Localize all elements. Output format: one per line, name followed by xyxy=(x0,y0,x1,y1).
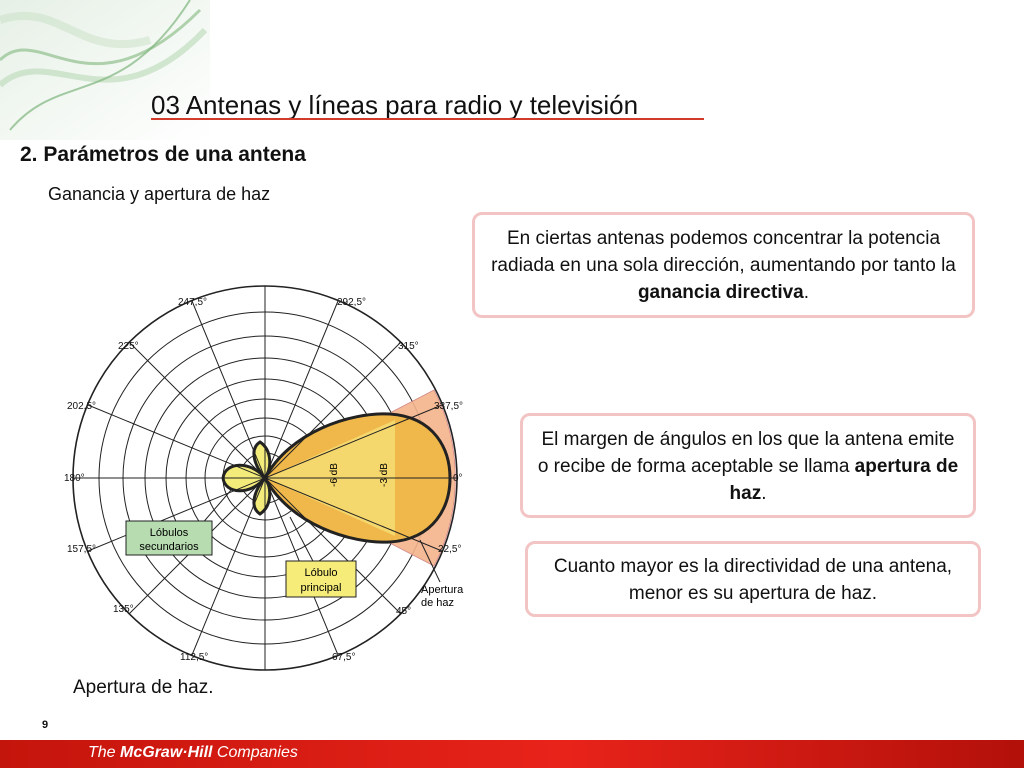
page-number: 9 xyxy=(42,719,49,731)
title-underline xyxy=(151,118,704,120)
footer-bar: The McGraw·Hill Companies xyxy=(0,740,1024,768)
beamwidth-label-line1: Apertura xyxy=(421,584,464,596)
callout-beamwidth-bold: apertura de haz xyxy=(729,456,959,504)
callout-gain-bold: ganancia directiva xyxy=(637,282,804,303)
footer-the: The xyxy=(88,744,121,761)
figure-caption: Apertura de haz. xyxy=(73,677,214,698)
main-lobe-label-line2: principal xyxy=(301,582,342,594)
db-label-minus6: -6 dB xyxy=(329,463,340,487)
callout-beamwidth-text: El margen de ángulos en los que la anten… xyxy=(537,429,955,477)
polar-radiation-diagram: -6 dB -3 dB 0° 22,5° 45° 67,5° 112,5° 13… xyxy=(64,285,464,671)
decorative-swirl xyxy=(0,0,210,140)
db-label-minus3: -3 dB xyxy=(379,463,390,487)
angle-label-180: 180° xyxy=(64,473,85,484)
callout-gain-end: . xyxy=(803,282,810,303)
angle-label-112-5: 112,5° xyxy=(180,652,208,663)
angle-label-45: 45° xyxy=(396,606,411,617)
secondary-lobes-label-line2: secundarios xyxy=(139,541,199,553)
angle-label-247-5: 247,5° xyxy=(178,297,207,308)
footer-logo: The McGraw·Hill Companies xyxy=(88,744,298,762)
beamwidth-callout: Apertura de haz xyxy=(419,539,464,609)
slide-title: 03 Antenas y líneas para radio y televis… xyxy=(151,90,639,120)
angle-label-157-5: 157,5° xyxy=(67,544,96,555)
secondary-lobes-callout: Lóbulos secundarios xyxy=(125,488,233,556)
angle-label-22-5: 22,5° xyxy=(438,544,461,555)
section-heading: 2. Parámetros de una antena xyxy=(20,143,306,166)
section-subheading: Ganancia y apertura de haz xyxy=(48,184,271,204)
callout-beamwidth: El margen de ángulos en los que la anten… xyxy=(520,413,976,518)
footer-companies: Companies xyxy=(212,744,298,761)
angle-label-67-5: 67,5° xyxy=(332,652,355,663)
angle-label-315: 315° xyxy=(398,341,419,352)
callout-beamwidth-end: . xyxy=(761,483,767,504)
callout-gain: En ciertas antenas podemos concentrar la… xyxy=(472,212,975,318)
callout-gain-text: En ciertas antenas podemos concentrar la… xyxy=(491,228,956,276)
angle-label-292-5: 292,5° xyxy=(337,297,366,308)
main-lobe-callout: Lóbulo principal xyxy=(285,516,357,598)
main-lobe-label-line1: Lóbulo xyxy=(304,567,337,579)
secondary-lobes-label-line1: Lóbulos xyxy=(150,527,189,539)
callout-directivity: Cuanto mayor es la directividad de una a… xyxy=(525,541,981,617)
angle-label-225: 225° xyxy=(118,341,139,352)
angle-label-135: 135° xyxy=(113,604,134,615)
callout-directivity-text: Cuanto mayor es la directividad de una a… xyxy=(553,556,953,604)
footer-brand: McGraw·Hill xyxy=(120,744,213,761)
angle-label-337-5: 337,5° xyxy=(434,401,463,412)
angle-label-0: 0° xyxy=(453,473,463,484)
beamwidth-label-line2: de haz xyxy=(421,597,454,609)
angle-label-202-5: 202,5° xyxy=(67,401,96,412)
